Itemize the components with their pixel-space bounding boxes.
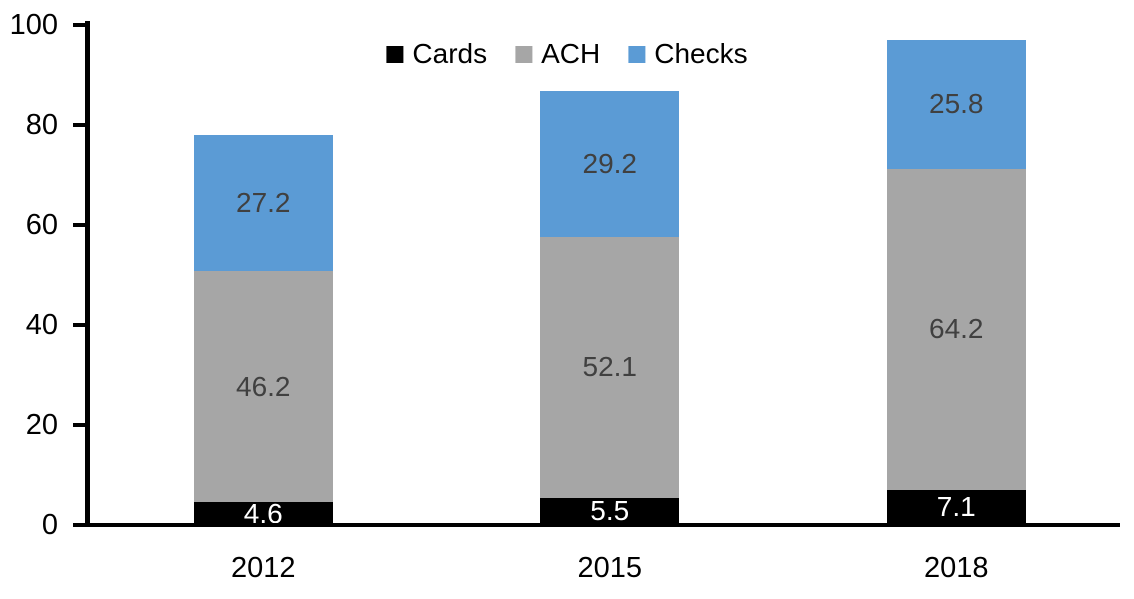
x-axis-line	[77, 523, 1120, 527]
legend-swatch-icon	[628, 45, 646, 63]
legend-label: Checks	[654, 38, 748, 69]
x-axis-category-label: 2015	[577, 552, 642, 584]
y-axis-tick	[73, 423, 86, 427]
y-axis-tick-label: 100	[9, 9, 58, 41]
segment-cards-2012: 4.6	[193, 497, 333, 529]
segment-checks-2015: 29.2	[540, 91, 680, 237]
bar-2012: 4.6 46.2 27.2	[193, 135, 333, 529]
segment-checks-2018: 25.8	[886, 39, 1026, 169]
segment-checks-2012: 27.2	[193, 135, 333, 271]
legend-item-cards: Cards	[386, 38, 487, 70]
legend-item-ach: ACH	[515, 38, 600, 70]
legend-label: Cards	[412, 38, 488, 69]
legend-swatch-icon	[386, 45, 404, 63]
value-label: 52.1	[582, 351, 638, 383]
value-label: 4.6	[243, 497, 283, 529]
value-label: 7.1	[936, 491, 976, 523]
segment-cards-2015: 5.5	[540, 495, 680, 527]
legend-swatch-icon	[515, 45, 533, 63]
y-axis-tick-label: 80	[25, 109, 58, 141]
value-label: 25.8	[929, 88, 984, 119]
y-axis-line	[85, 21, 90, 527]
legend-label: ACH	[541, 38, 601, 69]
chart-legend: Cards ACH Checks	[386, 38, 748, 70]
y-axis-tick	[73, 223, 86, 227]
y-axis-tick-label: 60	[25, 209, 58, 241]
legend-item-checks: Checks	[628, 38, 748, 70]
value-label: 46.2	[236, 370, 291, 402]
x-axis-category-label: 2012	[230, 552, 296, 584]
y-axis-tick	[73, 323, 86, 327]
segment-cards-2018: 7.1	[886, 489, 1026, 525]
segment-ach-2018: 64.2	[886, 168, 1026, 490]
value-label: 5.5	[590, 495, 630, 527]
x-axis-category-label: 2018	[923, 552, 989, 584]
value-label: 64.2	[929, 313, 984, 344]
y-axis-tick-label: 40	[25, 309, 58, 341]
value-label: 27.2	[236, 187, 291, 218]
bar-2015: 5.5 52.1 29.2	[540, 91, 680, 527]
y-axis-tick	[73, 23, 86, 27]
value-label: 29.2	[582, 148, 638, 179]
segment-ach-2015: 52.1	[540, 237, 680, 498]
y-axis-tick	[73, 123, 86, 127]
segment-ach-2012: 46.2	[193, 271, 333, 502]
y-axis-tick-label: 0	[41, 509, 58, 541]
bar-2018: 7.1 64.2 25.8	[886, 39, 1026, 525]
y-axis-tick-label: 20	[25, 409, 58, 441]
